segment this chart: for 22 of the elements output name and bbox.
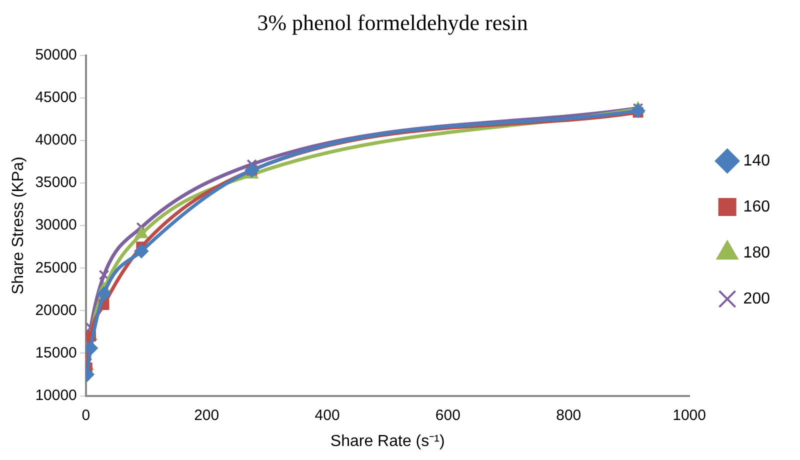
x-tick-label: 800 xyxy=(556,406,582,424)
y-tick-label: 10000 xyxy=(35,386,77,404)
chart-title: 3% phenol formeldehyde resin xyxy=(257,10,528,35)
legend-label: 200 xyxy=(743,290,770,308)
y-tick-label: 15000 xyxy=(35,344,77,362)
legend-label: 140 xyxy=(743,152,770,170)
y-tick-label: 35000 xyxy=(35,174,77,192)
legend-label: 160 xyxy=(743,198,770,216)
legend-label: 180 xyxy=(743,244,770,262)
y-tick-label: 40000 xyxy=(35,132,77,149)
y-tick-label: 20000 xyxy=(35,302,77,319)
x-tick-label: 600 xyxy=(435,406,460,424)
y-tick-label: 45000 xyxy=(35,89,77,106)
x-tick-label: 400 xyxy=(314,406,340,424)
y-tick-label: 25000 xyxy=(35,259,77,276)
y-axis-title: Share Stress (KPa) xyxy=(10,156,28,295)
x-axis-title: Share Rate (s⁻¹) xyxy=(330,432,445,450)
x-tick-label: 200 xyxy=(194,406,220,424)
x-tick-label: 1000 xyxy=(672,406,706,424)
x-tick-label: 0 xyxy=(82,406,90,424)
y-tick-label: 50000 xyxy=(35,46,77,64)
y-tick-label: 30000 xyxy=(35,216,77,234)
